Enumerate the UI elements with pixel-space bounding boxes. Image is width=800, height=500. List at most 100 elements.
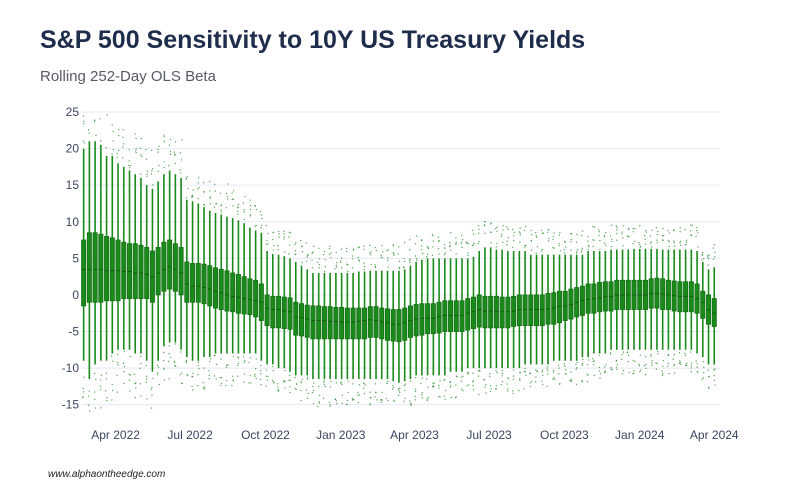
outlier-dot [232,205,234,207]
outlier-dot [611,240,613,243]
box [184,199,190,358]
outlier-dot [392,384,394,387]
outlier-dot [168,164,170,167]
outlier-dot [156,364,159,367]
outlier-dot [438,253,440,255]
outlier-dot [638,242,640,244]
outlier-dot [232,190,235,192]
outlier-dot [421,394,423,396]
outlier-dot [708,386,710,388]
outlier-dot [689,230,692,232]
box [356,271,362,380]
outlier-dot [374,396,376,398]
outlier-dot [565,369,567,371]
box [556,254,562,361]
outlier-dot [191,194,193,196]
outlier-dot [283,236,286,238]
x-tick-label: Jul 2023 [466,428,512,442]
outlier-dot [242,356,245,358]
outlier-dot [513,231,516,234]
outlier-dot [547,228,550,231]
box-iqr [493,295,499,329]
outlier-dot [88,395,90,397]
outlier-dot [432,240,435,242]
outlier-dot [129,355,131,358]
outlier-dot [127,164,130,167]
outlier-dot [265,224,267,227]
outlier-dot [249,215,251,217]
outlier-dot [168,352,170,355]
outlier-dot [421,397,423,399]
box-iqr [597,282,603,313]
outlier-dot [243,373,246,375]
outlier-dot [116,361,119,364]
outlier-dot [472,384,474,387]
outlier-dot [403,384,406,387]
outlier-dot [546,368,548,370]
outlier-dot [381,251,384,253]
outlier-dot [341,257,343,259]
outlier-dot [346,263,348,265]
outlier-dot [684,352,686,355]
outlier-dot [213,206,216,208]
outlier-dot [536,236,538,238]
outlier-dot [219,192,222,195]
outlier-dot [301,245,303,248]
outlier-dot [197,373,199,376]
outlier-dot [685,241,688,243]
outlier-dot [135,137,137,139]
outlier-dot [673,245,676,247]
outlier-dot [210,358,212,360]
y-tick-label: -15 [62,398,80,412]
outlier-dot [145,365,147,367]
outlier-dot [649,242,651,244]
outlier-dot [295,242,297,244]
outlier-dot [450,232,452,234]
outlier-dot [668,245,670,248]
box [453,258,459,372]
outlier-dot [203,386,206,388]
outlier-dot [558,242,560,245]
outlier-dot [702,360,704,363]
outlier-dot [616,239,618,241]
outlier-dot [489,390,492,393]
outlier-dot [219,376,221,379]
outlier-dot [157,372,159,374]
outlier-dot [495,369,497,372]
outlier-dot [655,227,658,229]
outlier-dot [186,175,188,178]
outlier-dot [593,239,595,241]
outlier-dot [477,232,480,234]
y-tick-label: 25 [66,105,80,119]
outlier-dot [213,354,216,357]
outlier-dot [684,354,687,357]
box-iqr [327,306,333,340]
outlier-dot [169,150,172,153]
outlier-dot [535,231,537,234]
outlier-dot [180,159,183,161]
outlier-dot [398,260,401,263]
outlier-dot [512,369,515,371]
outlier-dot [288,379,290,381]
box [132,174,138,354]
outlier-dot [220,376,223,379]
outlier-dot [581,380,583,382]
outlier-dot [330,380,332,383]
box-iqr [132,243,138,299]
box-iqr [356,307,362,340]
outlier-dot [432,382,434,384]
outlier-dot [643,365,646,367]
box [144,185,150,361]
outlier-dot [632,359,634,362]
outlier-dot [673,363,676,366]
outlier-dot [237,203,240,205]
outlier-dot [173,361,176,364]
outlier-dot [387,249,390,251]
outlier-dot [369,252,371,255]
box-iqr [448,300,454,332]
outlier-dot [237,210,239,213]
outlier-dot [703,366,705,369]
outlier-dot [272,249,274,251]
box [448,258,454,372]
